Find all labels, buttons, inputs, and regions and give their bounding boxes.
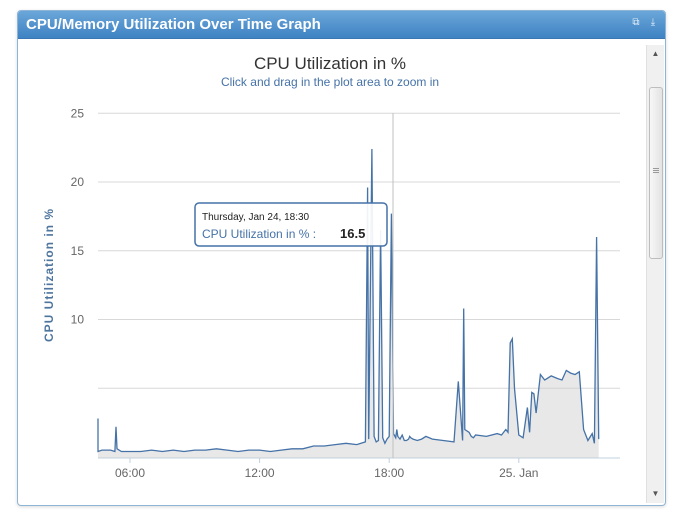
- y-tick-label: 20: [71, 175, 85, 189]
- y-tick-label: 25: [71, 106, 85, 120]
- x-tick-label: 25. Jan: [499, 466, 538, 480]
- popout-icon[interactable]: ⧉: [632, 17, 640, 28]
- y-tick-label: 15: [71, 244, 85, 258]
- scroll-down-arrow-icon[interactable]: ▼: [651, 489, 660, 498]
- x-tick-label: 12:00: [245, 466, 275, 480]
- chart-title: CPU Utilization in %: [254, 54, 406, 73]
- utilization-panel: CPU/Memory Utilization Over Time Graph ⧉…: [17, 10, 666, 506]
- y-axis-label: CPU Utilization in %: [42, 208, 56, 342]
- tooltip-box: [194, 202, 388, 247]
- tooltip-value: 16.5: [340, 226, 365, 241]
- download-icon[interactable]: ⤓: [650, 17, 656, 28]
- scroll-thumb[interactable]: [649, 87, 663, 259]
- series-line: [97, 148, 600, 453]
- vertical-scrollbar[interactable]: ▲ ▼: [646, 45, 664, 503]
- series-area: [98, 149, 599, 458]
- scroll-up-arrow-icon[interactable]: ▲: [651, 49, 660, 58]
- chart[interactable]: CPU Utilization in % Click and drag in t…: [18, 11, 646, 506]
- panel-title: CPU/Memory Utilization Over Time Graph: [26, 16, 321, 33]
- x-tick-label: 06:00: [115, 466, 145, 480]
- tooltip: Thursday, Jan 24, 18:30 CPU Utilization …: [194, 202, 388, 247]
- panel-header: CPU/Memory Utilization Over Time Graph ⧉…: [18, 11, 665, 39]
- tooltip-series-label: CPU Utilization in % :: [202, 227, 316, 241]
- chart-subtitle: Click and drag in the plot area to zoom …: [221, 75, 439, 89]
- tooltip-date: Thursday, Jan 24, 18:30: [202, 212, 310, 223]
- x-tick-label: 18:00: [374, 466, 404, 480]
- chart-grid: [98, 112, 620, 459]
- y-tick-label: 10: [71, 313, 85, 327]
